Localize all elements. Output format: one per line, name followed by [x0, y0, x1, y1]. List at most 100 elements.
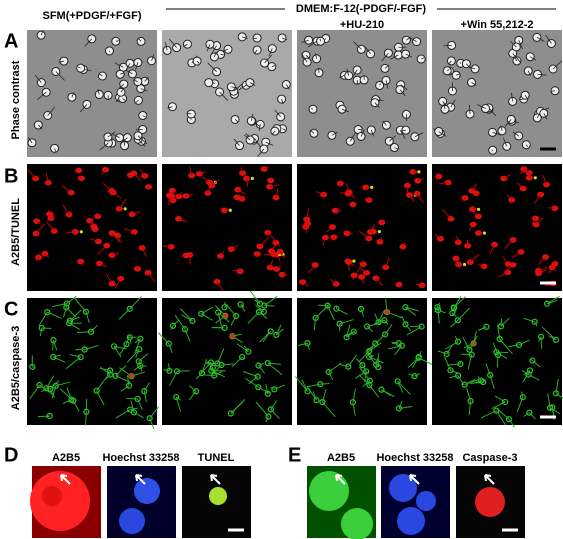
process [406, 326, 422, 336]
process [129, 296, 142, 310]
micrograph [297, 164, 427, 291]
process [437, 309, 446, 314]
process [456, 73, 460, 76]
cell [173, 393, 180, 401]
process [468, 224, 474, 231]
process [211, 179, 220, 186]
process [322, 237, 326, 246]
cell [543, 300, 551, 307]
process [338, 74, 345, 79]
process [133, 172, 141, 182]
process [99, 367, 111, 371]
process [47, 106, 56, 116]
process [402, 242, 406, 247]
cell [147, 56, 157, 66]
process [134, 338, 141, 354]
cell [198, 310, 205, 317]
process [362, 364, 368, 374]
stain-label: Caspase-3 [462, 452, 517, 464]
process [355, 370, 367, 379]
process [29, 384, 40, 400]
process [417, 178, 424, 182]
cell [133, 58, 143, 68]
process [457, 307, 471, 321]
process [363, 371, 367, 383]
process [489, 374, 495, 390]
row-label: A2B5/caspase-3 [10, 326, 22, 410]
process [27, 168, 36, 179]
tunel-cell [228, 208, 232, 212]
process [97, 88, 100, 95]
process [182, 254, 187, 257]
process [537, 73, 547, 76]
cell [232, 312, 240, 320]
process [387, 345, 402, 350]
process [45, 375, 55, 389]
cell [366, 381, 373, 389]
process [242, 36, 248, 39]
process [164, 41, 168, 51]
tunel-cell [377, 230, 381, 234]
process [497, 324, 501, 340]
micrograph-bg [432, 298, 562, 425]
process [358, 374, 370, 386]
process [76, 168, 80, 171]
process [477, 376, 482, 381]
process [73, 297, 87, 312]
process [117, 235, 122, 244]
process [444, 356, 451, 371]
cell [63, 304, 70, 311]
tunel-cell [533, 176, 537, 180]
process [495, 410, 506, 426]
process [309, 129, 315, 134]
process [257, 308, 265, 313]
process [143, 391, 147, 403]
cell [63, 300, 70, 307]
process [119, 343, 127, 355]
process [142, 115, 146, 118]
process [258, 365, 266, 374]
micrograph [432, 164, 562, 291]
process [175, 396, 182, 412]
cell [44, 309, 51, 316]
process [307, 40, 318, 48]
panel-letter: E [288, 444, 301, 466]
process [96, 390, 105, 406]
process [135, 100, 139, 103]
process [485, 363, 491, 376]
process [478, 264, 485, 267]
process [224, 304, 229, 308]
process [459, 61, 462, 64]
process [169, 371, 178, 387]
process [255, 401, 269, 417]
process [258, 124, 261, 131]
cell [454, 372, 462, 379]
process [200, 306, 214, 315]
cell [313, 397, 320, 404]
process [528, 173, 532, 179]
process [135, 265, 138, 270]
micrograph [182, 466, 251, 538]
process [69, 316, 80, 322]
process [276, 328, 285, 336]
process [356, 80, 359, 85]
process [281, 98, 284, 105]
process [78, 66, 81, 69]
cell [107, 367, 114, 374]
process [307, 383, 321, 388]
process [175, 396, 182, 401]
process [462, 197, 466, 202]
cell [77, 354, 84, 361]
process [220, 251, 225, 257]
process [115, 375, 131, 383]
caspase-cell [128, 373, 134, 379]
process [135, 62, 139, 70]
process [222, 48, 229, 52]
process [546, 299, 558, 305]
process [189, 166, 193, 176]
cell [123, 341, 130, 348]
process [446, 345, 453, 355]
process [186, 112, 192, 115]
cell [181, 326, 188, 333]
process [214, 51, 217, 58]
